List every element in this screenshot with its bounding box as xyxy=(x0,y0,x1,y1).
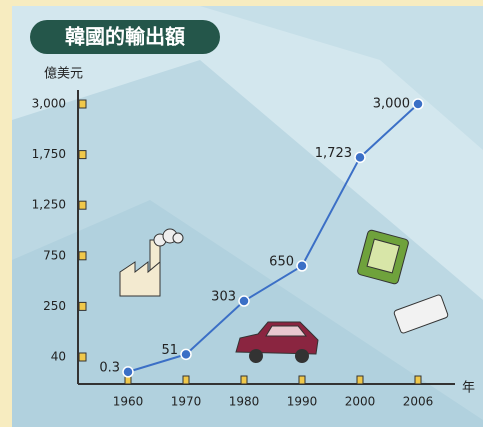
point xyxy=(355,152,365,162)
y-tick-label: 750 xyxy=(43,248,66,262)
data-label: 1,723 xyxy=(315,146,352,161)
y-tick xyxy=(79,353,86,361)
x-tick-label: 1980 xyxy=(229,395,260,409)
x-tick xyxy=(415,376,421,384)
y-tick xyxy=(79,302,86,310)
x-tick-label: 1960 xyxy=(113,395,144,409)
x-tick-label: 2006 xyxy=(403,395,434,409)
y-tick-label: 1,750 xyxy=(32,147,66,161)
y-tick xyxy=(79,201,86,209)
x-tick-label: 1970 xyxy=(171,395,202,409)
point xyxy=(181,349,191,359)
y-tick-label: 250 xyxy=(43,299,66,313)
y-tick-label: 3,000 xyxy=(32,97,66,111)
data-label: 650 xyxy=(269,254,294,269)
data-label: 303 xyxy=(211,290,236,305)
chart-title: 韓國的輸出額 xyxy=(65,25,185,49)
x-tick xyxy=(241,376,247,384)
x-tick xyxy=(299,376,305,384)
point xyxy=(123,367,133,377)
data-label: 0.3 xyxy=(99,360,120,375)
x-axis-label: 年 xyxy=(462,381,475,396)
point xyxy=(413,99,423,109)
x-tick-label: 1990 xyxy=(287,395,318,409)
x-tick xyxy=(183,376,189,384)
data-label: 3,000 xyxy=(373,97,410,112)
point xyxy=(239,296,249,306)
y-tick-label: 1,250 xyxy=(32,198,66,212)
x-tick-label: 2000 xyxy=(345,395,376,409)
y-tick-label: 40 xyxy=(51,350,66,364)
x-tick xyxy=(357,376,363,384)
y-tick xyxy=(79,100,86,108)
data-label: 51 xyxy=(161,343,178,358)
y-axis-label: 億美元 xyxy=(44,66,83,82)
y-tick xyxy=(79,252,86,260)
y-tick xyxy=(79,151,86,159)
chart: 韓國的輸出額 億美元 年 40 250 750 1,250 1,750 3,000 1960… xyxy=(0,0,483,427)
point xyxy=(297,261,307,271)
